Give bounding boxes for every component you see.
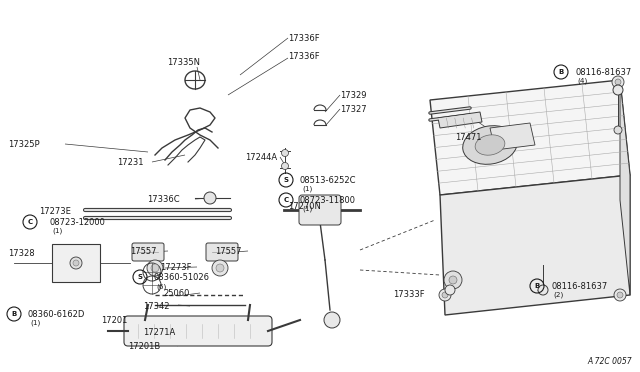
Text: 08723-11800: 08723-11800 [300, 196, 356, 205]
Text: 17273F: 17273F [160, 263, 191, 272]
Circle shape [442, 292, 448, 298]
Circle shape [614, 289, 626, 301]
Text: 25060: 25060 [163, 289, 189, 298]
Text: B: B [534, 283, 540, 289]
Text: 17335N: 17335N [167, 58, 200, 67]
Text: 17273E: 17273E [39, 207, 71, 216]
Text: (4): (4) [577, 78, 588, 84]
Text: (1): (1) [302, 186, 312, 192]
Circle shape [151, 264, 159, 272]
Circle shape [538, 285, 548, 295]
Circle shape [204, 192, 216, 204]
Bar [52, 244, 100, 282]
FancyBboxPatch shape [299, 195, 341, 225]
Text: C: C [28, 219, 33, 225]
Text: 17471: 17471 [455, 133, 481, 142]
Circle shape [324, 312, 340, 328]
Circle shape [212, 260, 228, 276]
Circle shape [612, 76, 624, 88]
Text: 17327: 17327 [340, 105, 367, 114]
Text: 17231: 17231 [117, 158, 143, 167]
Polygon shape [490, 123, 535, 150]
Circle shape [617, 292, 623, 298]
Text: 17329: 17329 [340, 91, 367, 100]
Text: 17201: 17201 [101, 316, 127, 325]
Text: 08360-6162D: 08360-6162D [28, 310, 85, 319]
Text: 17270N: 17270N [288, 202, 321, 211]
Text: (1): (1) [302, 206, 312, 212]
Circle shape [615, 79, 621, 85]
Circle shape [282, 163, 289, 170]
Circle shape [147, 260, 163, 276]
Text: B: B [12, 311, 17, 317]
Circle shape [445, 285, 455, 295]
Text: (1): (1) [52, 228, 62, 234]
Text: 17342: 17342 [143, 302, 170, 311]
Text: (2): (2) [553, 292, 563, 298]
Text: (1): (1) [30, 320, 40, 327]
FancyBboxPatch shape [132, 243, 164, 261]
Circle shape [444, 271, 462, 289]
Circle shape [439, 289, 451, 301]
Text: 17336C: 17336C [147, 195, 180, 204]
Circle shape [449, 276, 457, 284]
Circle shape [216, 264, 224, 272]
Circle shape [73, 260, 79, 266]
Ellipse shape [475, 135, 505, 155]
Text: B: B [558, 69, 564, 75]
Circle shape [614, 126, 622, 134]
Text: 17336F: 17336F [288, 52, 319, 61]
Text: 17328: 17328 [8, 249, 35, 258]
FancyBboxPatch shape [206, 243, 238, 261]
Polygon shape [440, 175, 630, 315]
Text: 17333F: 17333F [393, 290, 424, 299]
Text: 17557: 17557 [215, 247, 241, 256]
Polygon shape [620, 80, 630, 295]
Text: 17557: 17557 [130, 247, 157, 256]
Text: 17244A: 17244A [245, 153, 277, 162]
Text: 17336F: 17336F [288, 34, 319, 43]
Text: C: C [284, 197, 289, 203]
Text: A 72C 0057: A 72C 0057 [588, 357, 632, 366]
Text: 17325P: 17325P [8, 140, 40, 149]
Text: 08116-81637: 08116-81637 [551, 282, 607, 291]
Polygon shape [430, 80, 630, 195]
Circle shape [282, 150, 289, 157]
Text: 08513-6252C: 08513-6252C [300, 176, 356, 185]
Circle shape [70, 257, 82, 269]
Ellipse shape [463, 126, 517, 164]
Circle shape [613, 85, 623, 95]
Text: 08723-12000: 08723-12000 [50, 218, 106, 227]
Text: 08360-51026: 08360-51026 [154, 273, 210, 282]
Text: 17201B: 17201B [128, 342, 160, 351]
Text: (6): (6) [156, 283, 166, 289]
Polygon shape [438, 112, 482, 128]
Text: 08116-81637: 08116-81637 [575, 68, 631, 77]
FancyBboxPatch shape [124, 316, 272, 346]
Text: S: S [284, 177, 289, 183]
Text: S: S [138, 274, 143, 280]
Text: 17271A: 17271A [143, 328, 175, 337]
